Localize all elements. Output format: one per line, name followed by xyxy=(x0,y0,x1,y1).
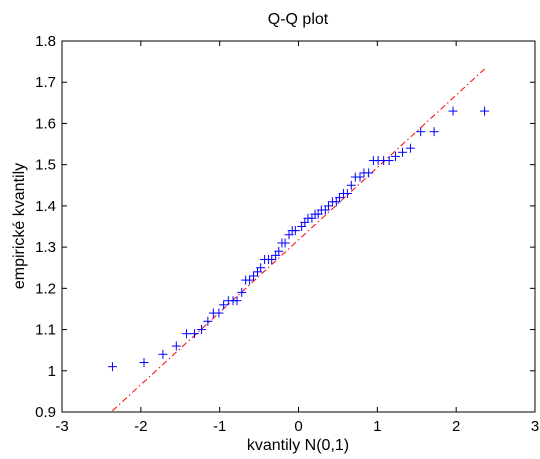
data-point xyxy=(203,316,213,326)
data-point xyxy=(323,201,333,211)
y-tick-label: 1.3 xyxy=(35,239,56,256)
data-point xyxy=(219,300,229,310)
y-tick-label: 1.4 xyxy=(35,198,56,215)
data-point xyxy=(182,329,192,339)
x-tick-label: -3 xyxy=(55,418,68,435)
data-point xyxy=(245,275,255,285)
data-point xyxy=(390,151,400,161)
data-point xyxy=(342,189,352,199)
reference-line xyxy=(112,68,485,412)
data-point xyxy=(171,341,181,351)
x-tick-label: 0 xyxy=(294,418,302,435)
data-point xyxy=(290,226,300,236)
y-tick-label: 1.6 xyxy=(35,115,56,132)
x-tick-label: 2 xyxy=(452,418,460,435)
y-tick-label: 1.5 xyxy=(35,157,56,174)
data-point xyxy=(249,271,259,281)
data-point xyxy=(384,156,394,166)
y-tick-label: 1.1 xyxy=(35,322,56,339)
x-axis-label: kvantily N(0,1) xyxy=(247,437,349,454)
x-tick-label: 3 xyxy=(531,418,539,435)
data-point xyxy=(448,106,458,116)
y-tick-label: 1 xyxy=(48,363,56,380)
y-axis-label: empirické kvantily xyxy=(11,163,28,289)
y-tick-label: 1.2 xyxy=(35,280,56,297)
data-point xyxy=(107,362,117,372)
data-point xyxy=(346,180,356,190)
data-point xyxy=(139,358,149,368)
chart-title: Q-Q plot xyxy=(268,11,329,28)
data-point xyxy=(232,296,242,306)
data-point xyxy=(416,127,426,137)
data-point xyxy=(274,246,284,256)
data-point xyxy=(237,287,247,297)
data-point xyxy=(158,349,168,359)
data-points-layer xyxy=(107,106,490,372)
data-point xyxy=(267,254,277,264)
data-point xyxy=(355,172,365,182)
data-point xyxy=(280,238,290,248)
x-tick-label: -2 xyxy=(134,418,147,435)
y-tick-label: 1.8 xyxy=(35,33,56,50)
data-point xyxy=(189,329,199,339)
data-point xyxy=(256,263,266,273)
y-axis-ticks: 0.9 1 1.1 1.2 1.3 1.4 1.5 1.6 1.7 1.8 xyxy=(35,33,535,421)
data-point xyxy=(197,325,207,335)
y-tick-label: 0.9 xyxy=(35,404,56,421)
data-point xyxy=(429,127,439,137)
x-axis-ticks: -3 -2 -1 0 1 2 3 xyxy=(55,41,539,435)
data-point xyxy=(480,106,490,116)
data-point xyxy=(398,147,408,157)
reference-line-layer xyxy=(112,68,485,412)
data-point xyxy=(334,193,344,203)
data-point xyxy=(405,143,415,153)
y-tick-label: 1.7 xyxy=(35,74,56,91)
data-point xyxy=(364,168,374,178)
x-tick-label: 1 xyxy=(373,418,381,435)
x-tick-label: -1 xyxy=(213,418,226,435)
data-point xyxy=(214,308,224,318)
